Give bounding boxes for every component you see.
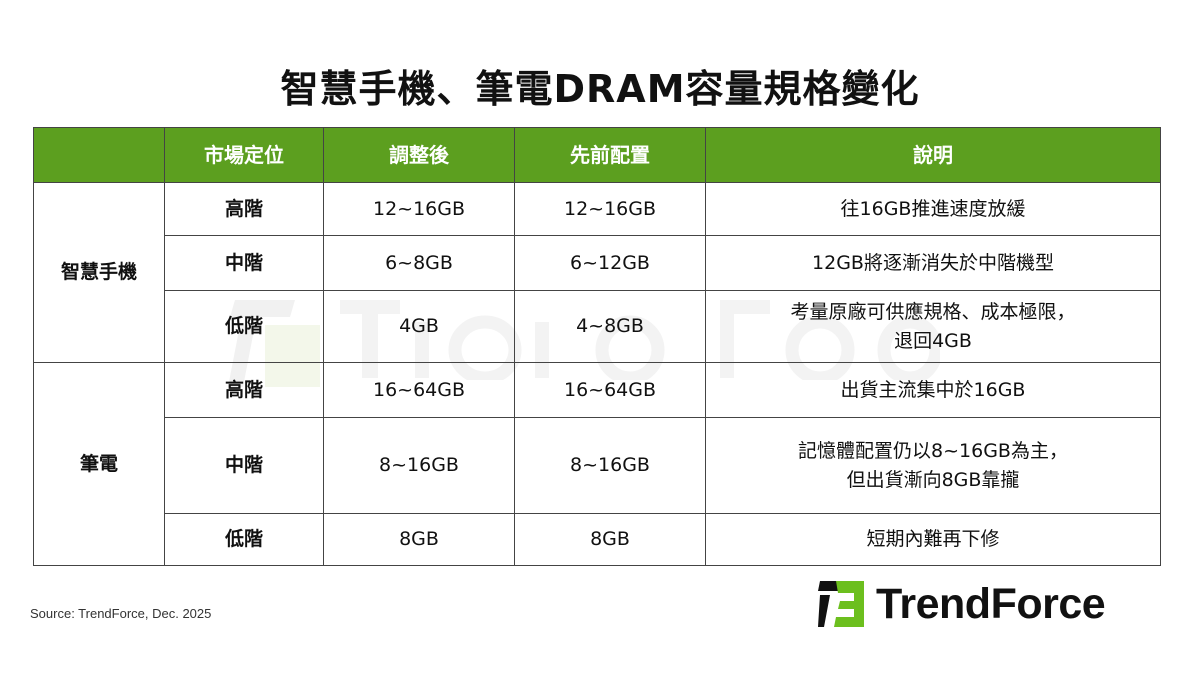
adjusted-cell: 12~16GB: [323, 182, 515, 236]
page-title: 智慧手機、筆電DRAM容量規格變化: [280, 67, 920, 111]
previous-cell: 6~12GB: [514, 235, 706, 291]
logo-text: TrendForce: [876, 579, 1106, 628]
trendforce-logo-icon: [818, 581, 864, 627]
previous-cell: 12~16GB: [514, 182, 706, 236]
note-line: 但出貨漸向8GB靠攏: [846, 468, 1020, 491]
adjusted-cell: 8GB: [323, 513, 515, 566]
note-line: 12GB將逐漸消失於中階機型: [812, 251, 1054, 274]
table-row: 中階 8~16GB 8~16GB 記憶體配置仍以8~16GB為主， 但出貨漸向8GB靠攏: [34, 417, 1161, 514]
column-header: 說明: [705, 127, 1161, 183]
level-cell: 中階: [164, 417, 324, 514]
previous-cell: 8GB: [514, 513, 706, 566]
table-row: 筆電 高階 16~64GB 16~64GB 出貨主流集中於16GB: [33, 362, 1161, 566]
category-cell: 筆電: [33, 362, 165, 566]
adjusted-cell: 8~16GB: [323, 417, 515, 514]
adjusted-cell: 6~8GB: [323, 235, 515, 291]
note-cell: 考量原廠可供應規格、成本極限， 退回4GB: [705, 290, 1161, 363]
table-row: 智慧手機 高階 12~16GB 12~16GB 往16GB推進速度放緩: [33, 182, 1161, 363]
note-cell: 12GB將逐漸消失於中階機型: [705, 235, 1161, 291]
previous-cell: 4~8GB: [514, 290, 706, 363]
trendforce-logo: TrendForce: [818, 578, 1106, 630]
column-header: 先前配置: [514, 127, 706, 183]
table-row: 低階 8GB 8GB 短期內難再下修: [34, 513, 1161, 566]
note-cell: 短期內難再下修: [705, 513, 1161, 566]
note-cell: 往16GB推進速度放緩: [705, 182, 1161, 236]
note-line: 記憶體配置仍以8~16GB為主，: [798, 439, 1068, 462]
column-header: 調整後: [323, 127, 515, 183]
previous-cell: 8~16GB: [514, 417, 706, 514]
table-row: 中階 6~8GB 6~12GB 12GB將逐漸消失於中階機型: [34, 235, 1161, 291]
category-cell: 智慧手機: [33, 182, 165, 363]
level-cell: 低階: [164, 513, 324, 566]
table-header-row: 市場定位 調整後 先前配置 說明: [33, 127, 1161, 183]
note-line: 考量原廠可供應規格、成本極限，: [790, 300, 1076, 323]
level-cell: 低階: [164, 290, 324, 363]
level-cell: 高階: [164, 182, 324, 236]
dram-spec-table: 市場定位 調整後 先前配置 說明 智慧手機 高階 12~16GB 12~16GB 往16GB推…: [33, 127, 1161, 566]
source-note: Source: TrendForce, Dec. 2025: [30, 606, 212, 621]
note-line: 出貨主流集中於16GB: [840, 378, 1026, 401]
level-cell: 中階: [164, 235, 324, 291]
table-row: 低階 4GB 4~8GB 考量原廠可供應規格、成本極限， 退回4GB: [34, 290, 1161, 363]
adjusted-cell: 4GB: [323, 290, 515, 363]
adjusted-cell: 16~64GB: [323, 362, 515, 418]
note-cell: 記憶體配置仍以8~16GB為主， 但出貨漸向8GB靠攏: [705, 417, 1161, 514]
column-header: [33, 127, 165, 183]
note-line: 往16GB推進速度放緩: [840, 197, 1026, 220]
previous-cell: 16~64GB: [514, 362, 706, 418]
note-line: 短期內難再下修: [866, 528, 1000, 550]
note-cell: 出貨主流集中於16GB: [705, 362, 1161, 418]
note-line: 退回4GB: [894, 329, 972, 352]
column-header: 市場定位: [164, 127, 324, 183]
level-cell: 高階: [164, 362, 324, 418]
